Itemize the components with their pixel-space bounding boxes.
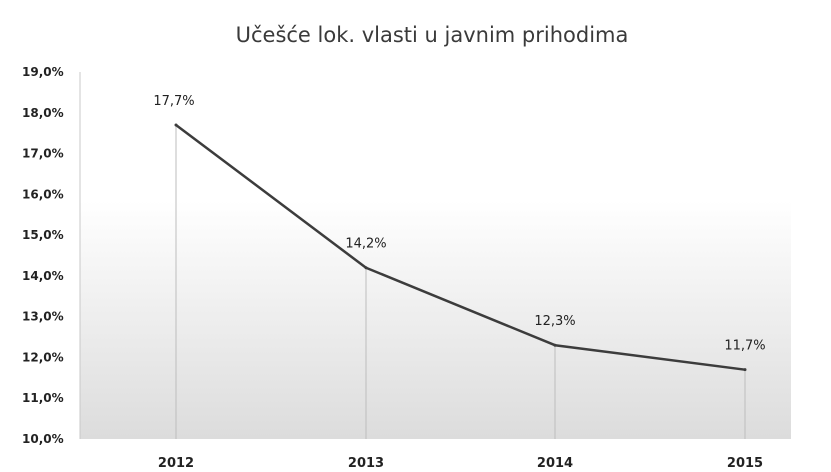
y-tick-label: 13,0%: [22, 310, 64, 324]
y-tick-label: 16,0%: [22, 187, 64, 201]
y-tick-label: 17,0%: [22, 147, 64, 161]
data-label: 11,7%: [724, 339, 765, 354]
series-line: [175, 124, 746, 371]
y-axis-ticks: 10,0% 11,0% 12,0% 13,0% 14,0% 15,0% 16,0% 17,0%…: [22, 65, 64, 446]
y-tick-label: 18,0%: [22, 106, 64, 120]
data-labels: 17,7% 14,2% 12,3% 11,7%: [153, 94, 765, 354]
drop-lines: [175, 125, 746, 439]
y-tick-label: 12,0%: [22, 350, 64, 364]
y-tick-label: 15,0%: [22, 228, 64, 242]
plot-background: [80, 72, 791, 439]
y-tick-label: 14,0%: [22, 269, 64, 283]
data-point: [174, 123, 178, 127]
y-tick-label: 11,0%: [22, 391, 64, 405]
y-tick-label: 10,0%: [22, 432, 64, 446]
series-line-group: [174, 123, 747, 372]
data-label: 12,3%: [534, 314, 575, 329]
y-tick-label: 19,0%: [22, 65, 64, 79]
x-tick-label: 2014: [537, 456, 573, 471]
x-axis-ticks: 2012 2013 2014 2015: [158, 456, 763, 471]
data-point: [553, 343, 557, 347]
data-label: 14,2%: [345, 237, 386, 252]
x-tick-label: 2012: [158, 456, 194, 471]
x-tick-label: 2013: [348, 456, 384, 471]
data-label: 17,7%: [153, 94, 194, 109]
x-tick-label: 2015: [727, 456, 763, 471]
data-point: [743, 368, 747, 372]
chart-title: Učešće lok. vlasti u javnim prihodima: [236, 23, 629, 47]
data-point: [364, 266, 368, 270]
